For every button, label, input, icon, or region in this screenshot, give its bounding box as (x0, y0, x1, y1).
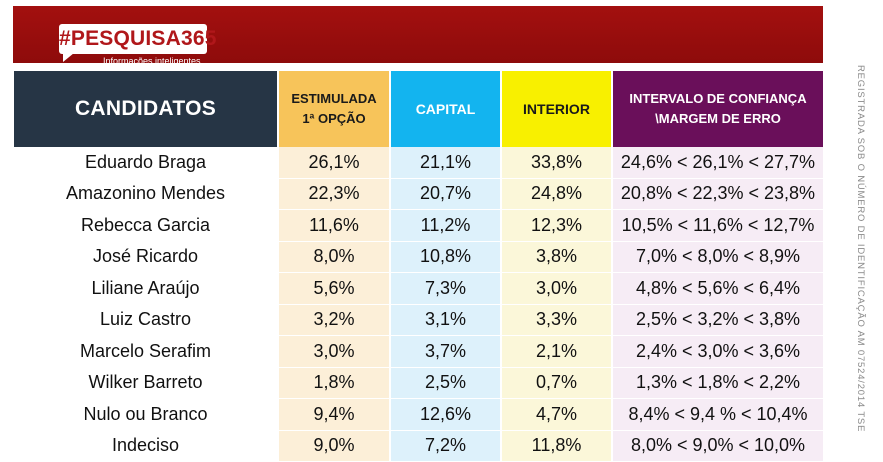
capital-value: 10,8% (391, 242, 500, 274)
stimulated-value: 9,4% (279, 399, 389, 431)
interior-value: 2,1% (502, 336, 611, 368)
candidate-name: Nulo ou Branco (14, 399, 277, 431)
header-stimulated: ESTIMULADA 1ª OPÇÃO (279, 71, 389, 147)
stimulated-value: 1,8% (279, 368, 389, 400)
pesquisa365-logo: #PESQUISA365 Informações inteligentes (49, 12, 207, 66)
stimulated-value: 5,6% (279, 273, 389, 305)
interior-value: 3,8% (502, 242, 611, 274)
candidate-name: Marcelo Serafim (14, 336, 277, 368)
capital-value: 2,5% (391, 368, 500, 400)
interior-value: 12,3% (502, 210, 611, 242)
header-candidates: CANDIDATOS (14, 71, 277, 147)
stimulated-value: 26,1% (279, 147, 389, 179)
header-banner: #PESQUISA365 Informações inteligentes (13, 6, 823, 63)
stimulated-value: 11,6% (279, 210, 389, 242)
confidence-interval-value: 24,6% < 26,1% < 27,7% (613, 147, 823, 179)
capital-value: 7,3% (391, 273, 500, 305)
interior-value: 3,3% (502, 305, 611, 337)
stimulated-value: 3,2% (279, 305, 389, 337)
confidence-interval-value: 8,0% < 9,0% < 10,0% (613, 431, 823, 462)
confidence-interval-value: 2,5% < 3,2% < 3,8% (613, 305, 823, 337)
interior-value: 33,8% (502, 147, 611, 179)
table-header-row: CANDIDATOS ESTIMULADA 1ª OPÇÃO CAPITAL I… (14, 71, 823, 147)
poll-results-table: CANDIDATOS ESTIMULADA 1ª OPÇÃO CAPITAL I… (14, 71, 823, 462)
candidate-name: Wilker Barreto (14, 368, 277, 400)
confidence-interval-value: 7,0% < 8,0% < 8,9% (613, 242, 823, 274)
header-capital: CAPITAL (391, 71, 500, 147)
confidence-interval-value: 2,4% < 3,0% < 3,6% (613, 336, 823, 368)
candidate-name: Amazonino Mendes (14, 179, 277, 211)
capital-value: 3,1% (391, 305, 500, 337)
logo-tagline: Informações inteligentes (103, 56, 201, 66)
interior-value: 3,0% (502, 273, 611, 305)
capital-value: 21,1% (391, 147, 500, 179)
header-interval-line2: \MARGEM DE ERRO (613, 109, 823, 129)
candidate-name: Eduardo Braga (14, 147, 277, 179)
confidence-interval-value: 4,8% < 5,6% < 6,4% (613, 273, 823, 305)
confidence-interval-value: 10,5% < 11,6% < 12,7% (613, 210, 823, 242)
confidence-interval-value: 1,3% < 1,8% < 2,2% (613, 368, 823, 400)
logo-speech-tail (63, 53, 74, 62)
capital-value: 11,2% (391, 210, 500, 242)
capital-value: 20,7% (391, 179, 500, 211)
header-confidence-interval: INTERVALO DE CONFIANÇA \MARGEM DE ERRO (613, 71, 823, 147)
candidate-name: Indeciso (14, 431, 277, 462)
candidate-name: José Ricardo (14, 242, 277, 274)
header-interior: INTERIOR (502, 71, 611, 147)
stimulated-value: 22,3% (279, 179, 389, 211)
interior-value: 0,7% (502, 368, 611, 400)
tse-registration-note: REGISTRADA SOB O NÚMERO DE IDENTIFICAÇÃO… (852, 65, 866, 440)
capital-value: 12,6% (391, 399, 500, 431)
capital-value: 7,2% (391, 431, 500, 462)
interior-value: 11,8% (502, 431, 611, 462)
candidate-name: Rebecca Garcia (14, 210, 277, 242)
candidate-name: Luiz Castro (14, 305, 277, 337)
header-stimulated-line1: ESTIMULADA (279, 89, 389, 109)
confidence-interval-value: 8,4% < 9,4 % < 10,4% (613, 399, 823, 431)
interior-value: 24,8% (502, 179, 611, 211)
interior-value: 4,7% (502, 399, 611, 431)
stimulated-value: 9,0% (279, 431, 389, 462)
logo-wordmark: #PESQUISA365 (59, 24, 207, 54)
header-stimulated-line2: 1ª OPÇÃO (279, 109, 389, 129)
capital-value: 3,7% (391, 336, 500, 368)
confidence-interval-value: 20,8% < 22,3% < 23,8% (613, 179, 823, 211)
stimulated-value: 8,0% (279, 242, 389, 274)
stimulated-value: 3,0% (279, 336, 389, 368)
candidate-name: Liliane Araújo (14, 273, 277, 305)
header-interval-line1: INTERVALO DE CONFIANÇA (613, 89, 823, 109)
